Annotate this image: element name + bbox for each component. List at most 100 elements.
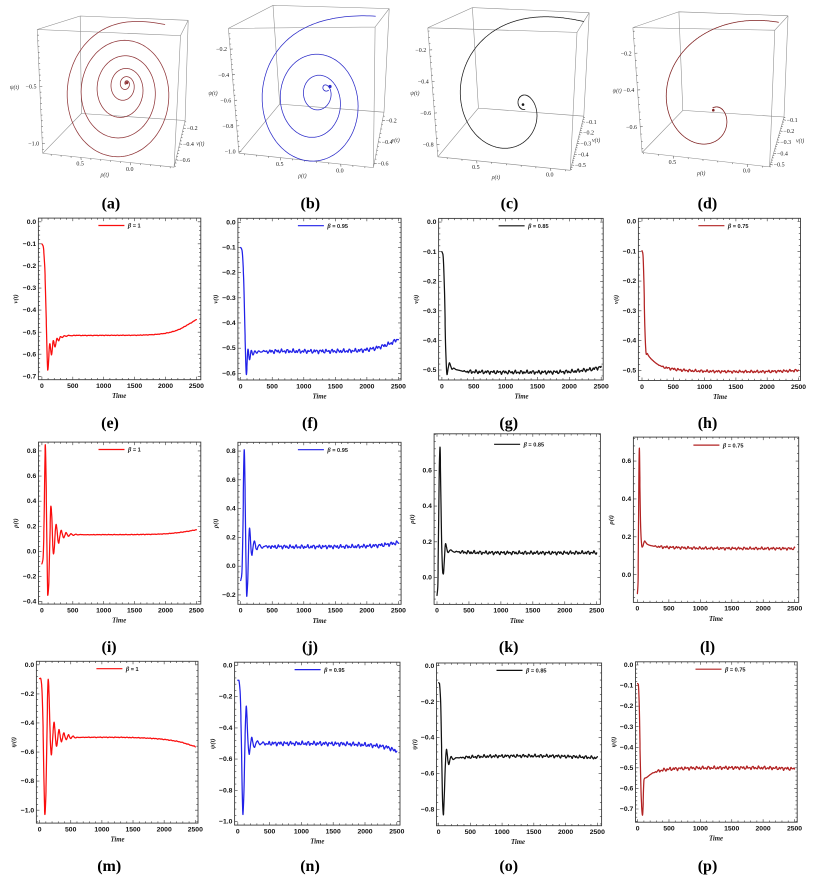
- svg-text:0: 0: [236, 828, 240, 835]
- svg-text:−0.5: −0.5: [423, 367, 437, 374]
- svg-text:0.4: 0.4: [622, 496, 632, 503]
- svg-text:0: 0: [239, 383, 243, 390]
- svg-text:−0.2: −0.2: [21, 691, 35, 698]
- svg-text:−0.1: −0.1: [222, 245, 236, 252]
- svg-text:−0.6: −0.6: [219, 756, 233, 763]
- svg-text:−0.8: −0.8: [421, 807, 435, 814]
- svg-text:−0.6: −0.6: [23, 351, 37, 358]
- svg-text:β = 1: β = 1: [127, 223, 141, 230]
- svg-text:−1.0: −1.0: [225, 150, 236, 156]
- svg-text:ψ(t): ψ(t): [612, 88, 621, 95]
- svg-text:ρ(t): ρ(t): [608, 515, 615, 526]
- svg-text:Time: Time: [310, 839, 324, 846]
- svg-text:1500: 1500: [127, 607, 142, 614]
- svg-text:ρ(t): ρ(t): [13, 518, 20, 529]
- svg-text:−0.2: −0.2: [222, 592, 236, 599]
- svg-text:2000: 2000: [158, 607, 173, 614]
- svg-text:0.5: 0.5: [472, 165, 480, 171]
- svg-text:−0.3: −0.3: [23, 285, 37, 292]
- svg-text:0.0: 0.0: [425, 663, 435, 670]
- svg-text:ψ(t): ψ(t): [210, 738, 217, 749]
- svg-text:−0.8: −0.8: [223, 124, 234, 130]
- svg-text:0.2: 0.2: [422, 539, 432, 546]
- svg-text:v(t): v(t): [613, 295, 620, 304]
- svg-text:(n): (n): [300, 858, 320, 875]
- svg-text:−0.3: −0.3: [580, 141, 591, 147]
- svg-text:1000: 1000: [96, 383, 111, 390]
- svg-text:ψ(t): ψ(t): [208, 90, 217, 97]
- svg-text:v(t): v(t): [413, 295, 420, 304]
- svg-text:Time: Time: [112, 618, 126, 625]
- svg-text:1000: 1000: [697, 384, 712, 391]
- svg-text:−0.2: −0.2: [423, 278, 437, 285]
- svg-text:β = 1: β = 1: [127, 447, 141, 454]
- svg-text:β = 0.75: β = 0.75: [722, 442, 744, 449]
- svg-text:500: 500: [67, 607, 79, 614]
- svg-text:−0.4: −0.4: [620, 744, 634, 751]
- svg-text:2000: 2000: [158, 383, 173, 390]
- svg-text:−0.4: −0.4: [183, 142, 194, 148]
- svg-text:−0.7: −0.7: [23, 373, 37, 380]
- svg-text:(c): (c): [501, 196, 519, 213]
- svg-text:0.0: 0.0: [546, 173, 554, 179]
- svg-text:0: 0: [636, 606, 640, 613]
- svg-text:β = 0.85: β = 0.85: [523, 442, 545, 449]
- svg-text:0.4: 0.4: [27, 498, 37, 505]
- svg-text:−0.1: −0.1: [423, 249, 437, 256]
- svg-text:(i): (i): [102, 639, 117, 656]
- svg-text:−0.1: −0.1: [623, 248, 637, 255]
- svg-text:(a): (a): [102, 196, 121, 213]
- svg-text:0.5: 0.5: [669, 160, 677, 166]
- svg-text:−1.0: −1.0: [28, 142, 39, 148]
- svg-text:1000: 1000: [296, 608, 311, 615]
- svg-text:−0.6: −0.6: [620, 786, 634, 793]
- svg-text:Time: Time: [312, 618, 326, 625]
- svg-text:0.4: 0.4: [226, 506, 236, 513]
- svg-text:−1.0: −1.0: [219, 819, 233, 826]
- svg-text:β = 0.95: β = 0.95: [323, 667, 345, 674]
- svg-text:0: 0: [640, 384, 644, 391]
- svg-text:ψ(t): ψ(t): [412, 739, 419, 750]
- svg-text:v(t): v(t): [392, 137, 400, 144]
- svg-text:ρ(t): ρ(t): [696, 170, 705, 177]
- svg-text:ρ(t): ρ(t): [100, 171, 109, 178]
- svg-text:−0.4: −0.4: [23, 307, 37, 314]
- svg-text:2500: 2500: [787, 606, 802, 613]
- svg-text:500: 500: [267, 383, 279, 390]
- svg-text:2500: 2500: [188, 826, 203, 833]
- svg-text:0: 0: [40, 383, 44, 390]
- svg-text:1500: 1500: [728, 384, 743, 391]
- svg-text:0.0: 0.0: [624, 662, 634, 669]
- svg-text:1000: 1000: [493, 608, 508, 615]
- svg-text:0.0: 0.0: [223, 663, 233, 670]
- svg-text:−0.2: −0.2: [216, 47, 227, 53]
- svg-text:−0.6: −0.6: [222, 370, 236, 377]
- svg-text:0.0: 0.0: [27, 219, 37, 226]
- svg-text:−0.6: −0.6: [420, 111, 431, 117]
- svg-text:Time: Time: [110, 837, 124, 844]
- svg-text:−0.2: −0.2: [23, 263, 37, 270]
- svg-text:−0.6: −0.6: [378, 162, 389, 168]
- svg-text:Time: Time: [709, 836, 723, 843]
- svg-text:0.6: 0.6: [622, 458, 632, 465]
- svg-text:ψ(t): ψ(t): [611, 737, 618, 748]
- svg-text:−0.4: −0.4: [421, 735, 435, 742]
- svg-text:ψ(t): ψ(t): [10, 84, 19, 91]
- svg-text:1000: 1000: [495, 829, 510, 836]
- svg-text:β = 0.95: β = 0.95: [326, 223, 348, 230]
- svg-text:(e): (e): [101, 415, 119, 432]
- svg-text:−0.2: −0.2: [23, 574, 37, 581]
- svg-text:2000: 2000: [756, 826, 771, 833]
- svg-text:1500: 1500: [526, 829, 541, 836]
- svg-text:−0.5: −0.5: [222, 345, 236, 352]
- svg-text:0.4: 0.4: [422, 503, 432, 510]
- svg-text:0.6: 0.6: [27, 473, 37, 480]
- svg-text:−0.5: −0.5: [23, 329, 37, 336]
- svg-text:−0.3: −0.3: [780, 140, 791, 146]
- svg-text:ρ(t): ρ(t): [297, 173, 306, 180]
- svg-text:β = 0.95: β = 0.95: [326, 447, 348, 454]
- svg-text:−0.7: −0.7: [620, 806, 634, 813]
- svg-text:−0.1: −0.1: [586, 120, 597, 126]
- svg-text:2000: 2000: [558, 829, 573, 836]
- svg-text:2000: 2000: [557, 608, 572, 615]
